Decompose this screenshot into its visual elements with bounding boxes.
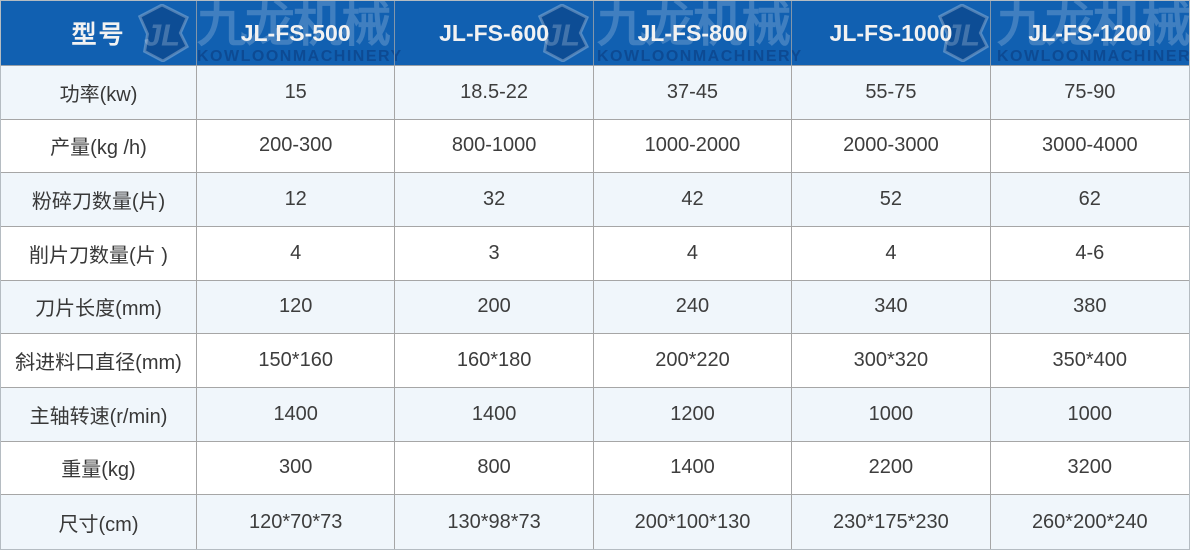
spec-cell: 150*160: [197, 334, 396, 387]
spec-cell: 130*98*73: [395, 495, 594, 549]
spec-cell: 52: [792, 173, 991, 226]
spec-cell: 4: [792, 227, 991, 280]
table-row-power: 功率(kw) 15 18.5-22 37-45 55-75 75-90: [1, 66, 1189, 120]
table-row-blade-length: 刀片长度(mm) 120 200 240 340 380: [1, 280, 1189, 335]
row-label: 斜进料口直径(mm): [1, 334, 197, 387]
spec-cell: 4-6: [1075, 241, 1105, 264]
spec-cell: 300*320: [792, 334, 991, 387]
spec-cell: 15: [197, 66, 396, 119]
spec-cell: 1000: [1067, 402, 1113, 425]
spec-cell: 120*70*73: [197, 495, 396, 549]
spec-cell: 2000-3000: [792, 119, 991, 173]
row-label: 刀片长度(mm): [1, 280, 197, 334]
spec-cell: 1400: [395, 388, 594, 441]
spec-cell: 300: [197, 441, 396, 495]
spec-cell: 62: [1078, 188, 1101, 211]
spec-cell: 18.5-22: [395, 66, 594, 119]
table-row-inlet-diameter: 斜进料口直径(mm) 150*160 160*180 200*220 300*3…: [1, 334, 1189, 388]
column-header-model-label: 型号: [1, 1, 197, 65]
spec-cell: 120: [197, 280, 396, 334]
table-header-row: JL 九龙机械 KOWLOONMACHINERY JL 九龙机械 KOWLOON…: [1, 1, 1189, 66]
spec-cell: 4: [594, 227, 793, 280]
row-label: 尺寸(cm): [1, 495, 197, 549]
spec-cell: 3000-4000: [1041, 134, 1138, 157]
table-row-chipping-blades: 削片刀数量(片 ) 4 3 4 4 4-6: [1, 227, 1189, 281]
column-header-jl-fs-600: JL-FS-600: [395, 1, 594, 65]
row-label: 功率(kw): [1, 66, 197, 119]
spec-cell: 37-45: [594, 66, 793, 119]
spec-cell: 230*175*230: [792, 495, 991, 549]
spec-cell: 200*100*130: [594, 495, 793, 549]
spec-cell: 42: [594, 173, 793, 226]
spec-cell: 340: [792, 280, 991, 334]
spec-cell: 12: [197, 173, 396, 226]
spec-cell: 350*400: [1052, 349, 1128, 372]
spec-cell: 200-300: [197, 119, 396, 173]
spec-cell: 240: [594, 280, 793, 334]
column-header-jl-fs-1200: JL-FS-1200: [1028, 19, 1152, 46]
column-header-jl-fs-500: JL-FS-500: [197, 1, 396, 65]
row-label: 粉碎刀数量(片): [1, 173, 197, 226]
spec-cell: 260*200*240: [1031, 510, 1148, 533]
spec-cell: 4: [197, 227, 396, 280]
row-label: 削片刀数量(片 ): [1, 227, 197, 280]
table-row-dimensions: 尺寸(cm) 120*70*73 130*98*73 200*100*130 2…: [1, 495, 1189, 549]
spec-cell: 3200: [1067, 456, 1113, 479]
spec-cell: 200: [395, 280, 594, 334]
spec-cell: 1200: [594, 388, 793, 441]
spec-cell: 3: [395, 227, 594, 280]
spec-cell: 55-75: [792, 66, 991, 119]
spec-cell: 160*180: [395, 334, 594, 387]
spec-cell: 800-1000: [395, 119, 594, 173]
spec-cell: 1400: [594, 441, 793, 495]
table-row-weight: 重量(kg) 300 800 1400 2200 3200: [1, 441, 1189, 496]
column-header-jl-fs-800: JL-FS-800: [594, 1, 793, 65]
spec-cell: 380: [1073, 295, 1107, 318]
spec-cell: 2200: [792, 441, 991, 495]
spec-cell: 32: [395, 173, 594, 226]
column-header-jl-fs-1000: JL-FS-1000: [792, 1, 991, 65]
spec-cell: 1000: [792, 388, 991, 441]
spec-cell: 800: [395, 441, 594, 495]
spec-cell: 75-90: [1064, 80, 1116, 103]
table-row-output: 产量(kg /h) 200-300 800-1000 1000-2000 200…: [1, 119, 1189, 174]
spec-cell: 200*220: [594, 334, 793, 387]
row-label: 重量(kg): [1, 441, 197, 495]
table-row-crushing-blades: 粉碎刀数量(片) 12 32 42 52 62: [1, 173, 1189, 227]
spec-cell: 1000-2000: [594, 119, 793, 173]
table-body: 功率(kw) 15 18.5-22 37-45 55-75 75-90 产量(k…: [1, 66, 1189, 549]
row-label: 产量(kg /h): [1, 119, 197, 173]
row-label: 主轴转速(r/min): [1, 388, 197, 441]
table-row-spindle-speed: 主轴转速(r/min) 1400 1400 1200 1000 1000: [1, 388, 1189, 442]
spec-cell: 1400: [197, 388, 396, 441]
